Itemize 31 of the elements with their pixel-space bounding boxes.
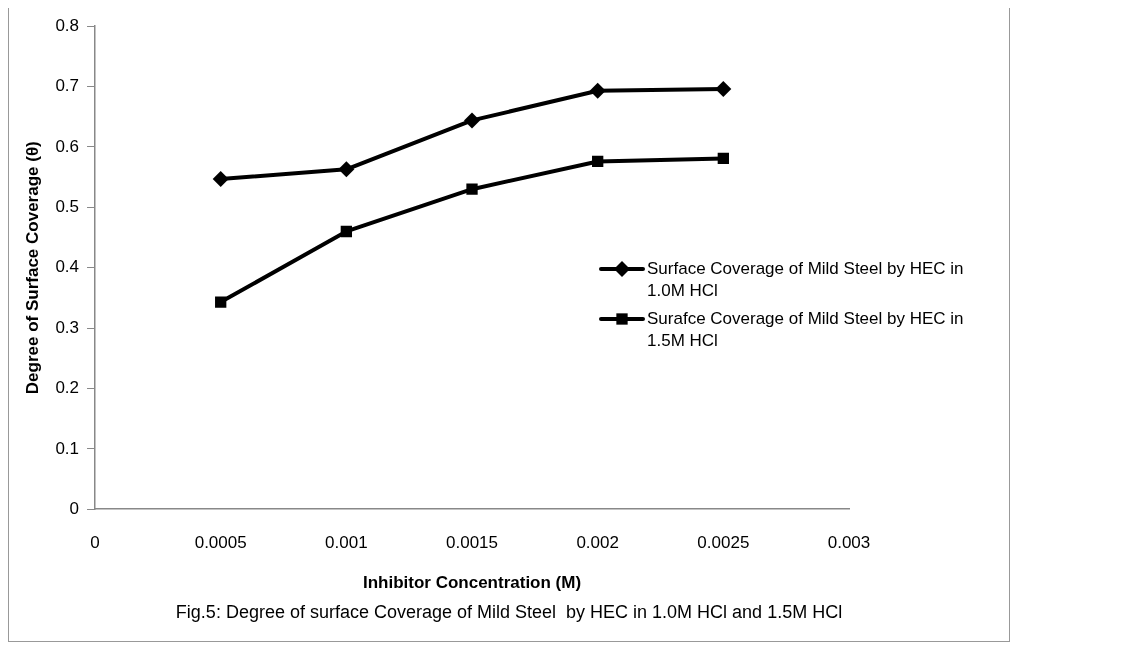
x-tick-label: 0.002 (576, 533, 619, 553)
point (715, 80, 732, 97)
point (466, 183, 478, 195)
y-tick-label: 0.7 (55, 76, 80, 96)
x-tick-label: 0.0025 (697, 533, 750, 553)
x-tick-label: 0.001 (325, 533, 368, 553)
legend-label: Surface Coverage of Mild Steel by HEC in 1.0M HCl (647, 258, 965, 302)
x-tick-label: 0.003 (827, 533, 871, 553)
caption: Fig.5: Degree of surface Coverage of Mild Steel by HEC in 1.0M HCl and 1.5M HCl (174, 601, 844, 624)
point (717, 152, 729, 165)
point (215, 296, 227, 308)
x-axis-title: Inhibitor Concentration (M) (362, 573, 582, 593)
y-tick-label: 0.2 (55, 378, 80, 398)
point (340, 225, 353, 238)
y-tick-label: 0.1 (55, 438, 80, 458)
y-tick-label: 0.3 (55, 317, 80, 337)
y-axis-title: Degree of Surface Coverage (θ) (22, 141, 42, 395)
y-tick-label: 0.8 (55, 15, 80, 35)
x-tick-label: 0 (90, 533, 100, 553)
y-tick-label: 0.5 (55, 197, 80, 217)
legend-label: Surafce Coverage of Mild Steel by HEC in 1.5M HCl (647, 308, 965, 352)
y-tick-label: 0.4 (55, 257, 80, 277)
point (212, 170, 229, 187)
y-tick-label: 0 (69, 498, 80, 518)
y-tick-label: 0.6 (55, 136, 80, 156)
x-tick-label: 0.0015 (446, 533, 499, 553)
point (589, 82, 606, 99)
point (338, 161, 355, 178)
point (592, 155, 604, 168)
x-tick-label: 0.0005 (194, 533, 247, 553)
point (464, 112, 481, 129)
